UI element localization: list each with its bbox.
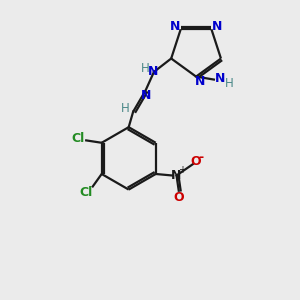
Text: -: - [199,151,204,164]
Text: Cl: Cl [80,186,93,199]
Text: +: + [178,165,186,175]
Text: O: O [190,155,201,168]
Text: N: N [140,89,151,102]
Text: Cl: Cl [71,132,85,146]
Text: N: N [195,75,206,88]
Text: N: N [215,72,226,85]
Text: H: H [225,76,234,90]
Text: H: H [141,62,150,75]
Text: O: O [174,191,184,204]
Text: N: N [212,20,222,33]
Text: N: N [171,169,182,182]
Text: H: H [121,102,129,115]
Text: N: N [170,20,181,33]
Text: N: N [148,65,158,78]
